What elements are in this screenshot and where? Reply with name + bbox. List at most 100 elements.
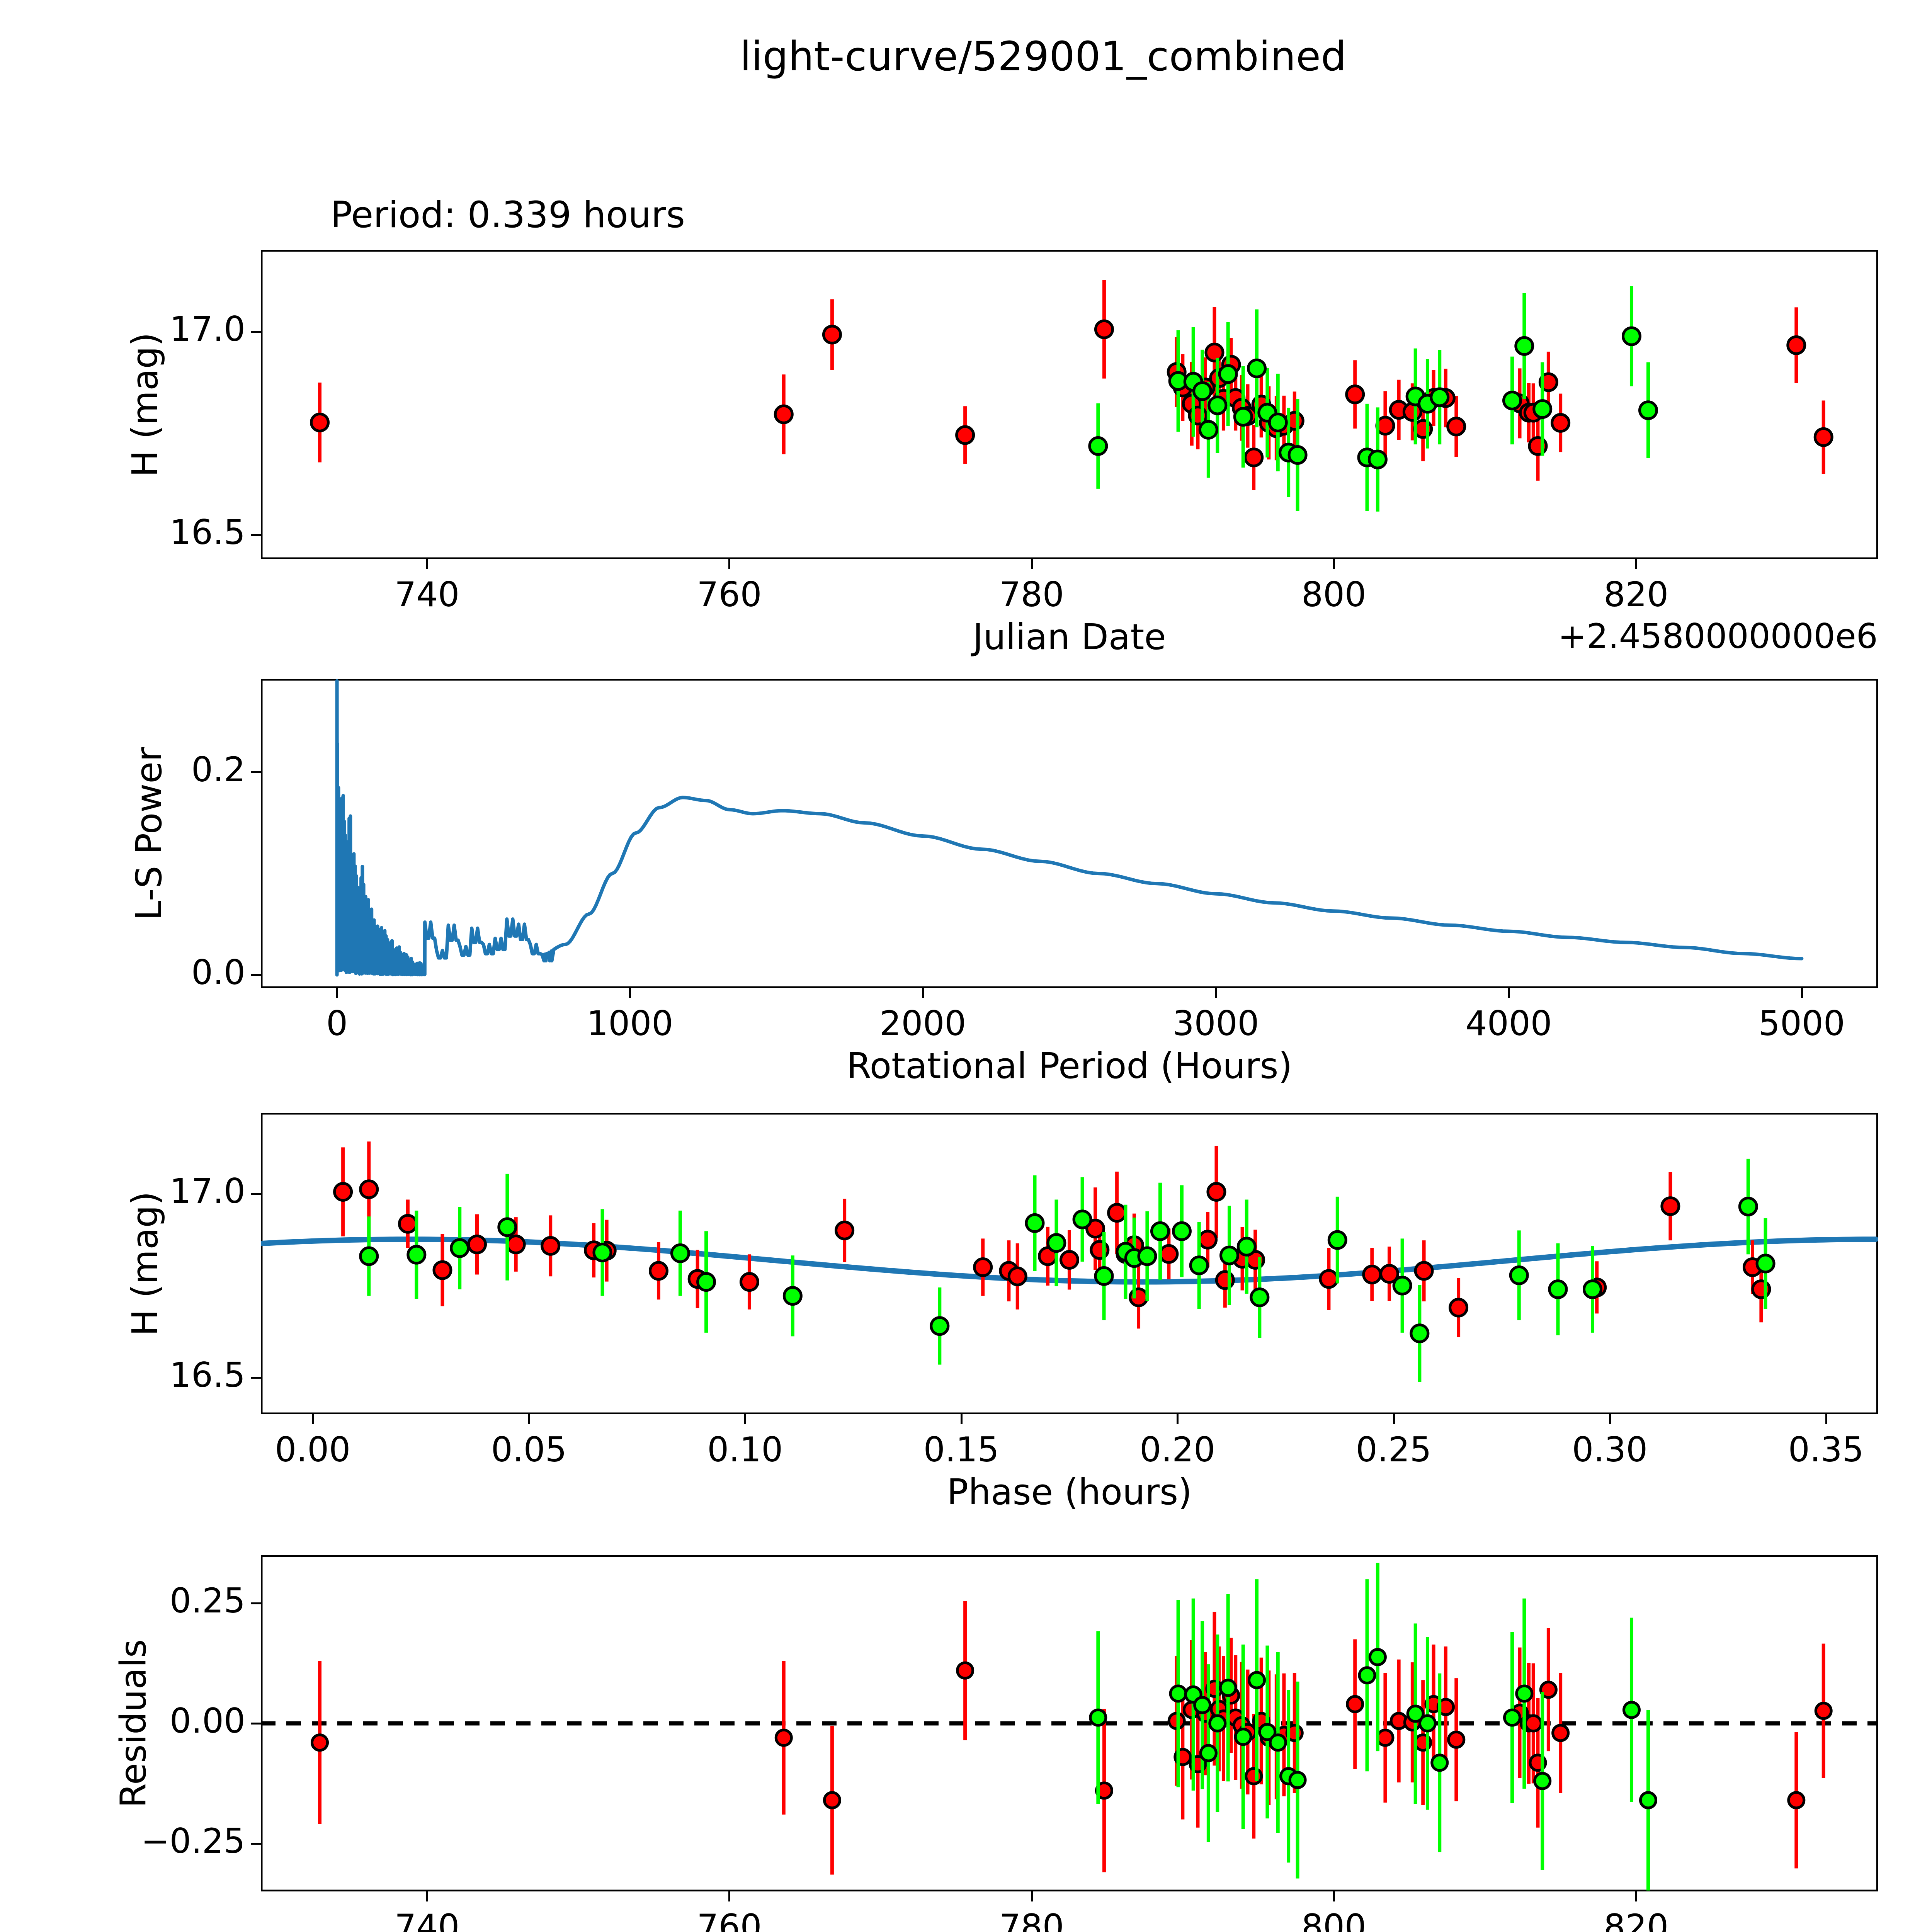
tick-label: 780: [999, 575, 1064, 614]
data-point-marker: [1392, 1276, 1412, 1296]
data-point-marker: [1169, 1684, 1187, 1703]
x-tick-mark: [1609, 1414, 1611, 1424]
periodogram-ylabel: L-S Power: [128, 747, 170, 920]
tick-label: 760: [697, 575, 762, 614]
phasefold-xlabel: Phase (hours): [947, 1471, 1192, 1513]
data-point-marker: [359, 1179, 379, 1199]
plot-area: [261, 250, 1878, 559]
x-tick-mark: [960, 1414, 963, 1424]
series-red-band: [311, 1601, 1833, 1875]
data-point-marker: [506, 1235, 526, 1255]
tick-label: 0.05: [491, 1430, 567, 1469]
data-point-marker: [1532, 399, 1553, 419]
data-point-marker: [432, 1260, 452, 1280]
residuals-ylabel: Residuals: [112, 1639, 154, 1808]
data-point-marker: [1007, 1266, 1027, 1286]
y-tick-label: 0.00: [170, 1701, 245, 1741]
data-point-marker: [1638, 400, 1658, 420]
data-point-marker: [1072, 1209, 1092, 1230]
data-point-marker: [930, 1316, 950, 1336]
data-point-marker: [311, 1733, 329, 1752]
x-tick-mark: [1635, 559, 1638, 569]
data-point-marker: [1233, 407, 1253, 427]
data-point-marker: [670, 1243, 690, 1263]
y-tick-mark: [251, 771, 261, 774]
tick-label: 760: [697, 1907, 762, 1932]
data-point-marker: [1269, 1733, 1287, 1752]
data-point-marker: [1738, 1197, 1758, 1217]
data-point-marker: [1025, 1213, 1045, 1233]
data-point-marker: [1345, 384, 1365, 405]
y-tick-mark: [251, 1723, 261, 1725]
data-point-marker: [1418, 1714, 1437, 1733]
data-point-marker: [1362, 1265, 1382, 1285]
tick-label: 0: [326, 1003, 348, 1043]
data-point-marker: [1319, 1269, 1339, 1289]
data-point-marker: [1515, 1684, 1534, 1703]
data-point-marker: [1107, 1203, 1127, 1223]
data-point-marker: [1503, 1708, 1521, 1727]
data-point-marker: [774, 1728, 793, 1747]
data-point-marker: [1150, 1221, 1170, 1241]
lightcurve-x-offset-text: +2.4580000000e6: [1558, 616, 1878, 656]
x-tick-mark: [1393, 1414, 1395, 1424]
data-point-marker: [1247, 358, 1267, 378]
x-tick-mark: [922, 988, 924, 998]
x-tick-mark: [728, 559, 731, 569]
data-point-marker: [1094, 1266, 1114, 1286]
data-point-marker: [1204, 342, 1225, 362]
lightcurve-ylabel: H (mag): [124, 332, 166, 477]
data-point-marker: [1193, 1696, 1212, 1714]
panel-light-curve: [261, 250, 1878, 559]
data-point-marker: [1430, 1753, 1449, 1772]
data-point-marker: [1551, 413, 1571, 433]
data-point-marker: [1514, 336, 1534, 356]
y-tick-label: 0.25: [170, 1581, 245, 1621]
y-tick-mark: [251, 1193, 261, 1195]
data-point-marker: [1414, 1261, 1434, 1281]
x-tick-mark: [1031, 559, 1033, 569]
tick-label: 820: [1604, 1907, 1669, 1932]
data-point-marker: [1524, 1714, 1543, 1733]
data-point-marker: [359, 1246, 379, 1266]
data-point-marker: [1088, 436, 1108, 456]
data-point-marker: [1198, 420, 1218, 440]
tick-label: 0.35: [1788, 1430, 1864, 1469]
data-point-marker: [592, 1242, 612, 1262]
data-point-marker: [696, 1272, 716, 1292]
data-point-marker: [1245, 1767, 1263, 1786]
x-tick-mark: [1333, 1891, 1335, 1901]
tick-label: 0.10: [707, 1430, 783, 1469]
y-tick-mark: [251, 1602, 261, 1605]
y-tick-label: 17.0: [170, 1171, 245, 1211]
axes-frame: [261, 679, 1878, 988]
plot-area: [261, 1113, 1878, 1414]
data-point-marker: [1247, 1671, 1266, 1689]
y-tick-label: 0.0: [191, 952, 245, 992]
data-point-marker: [955, 425, 975, 445]
data-point-marker: [1046, 1233, 1066, 1253]
data-point-marker: [1449, 1298, 1469, 1318]
data-point-marker: [1551, 1724, 1570, 1742]
data-point-marker: [1621, 326, 1641, 346]
data-point-marker: [1813, 427, 1833, 447]
data-point-marker: [1447, 1730, 1466, 1749]
data-point-marker: [1327, 1230, 1347, 1250]
data-point-marker: [1137, 1246, 1157, 1266]
data-point-marker: [1258, 1723, 1277, 1741]
data-point-marker: [1218, 364, 1238, 384]
data-point-marker: [973, 1257, 993, 1277]
data-point-marker: [467, 1235, 487, 1255]
data-point-marker: [1538, 372, 1558, 392]
data-point-marker: [1533, 1772, 1552, 1790]
data-point-marker: [1094, 319, 1114, 339]
data-point-marker: [1376, 1728, 1395, 1747]
data-point-marker: [1446, 417, 1466, 437]
data-point-marker: [1367, 449, 1388, 469]
y-tick-mark: [251, 974, 261, 976]
tick-label: 0.30: [1572, 1430, 1648, 1469]
data-point-marker: [1234, 1728, 1252, 1746]
y-tick-mark: [251, 534, 261, 536]
data-point-marker: [1244, 447, 1264, 468]
